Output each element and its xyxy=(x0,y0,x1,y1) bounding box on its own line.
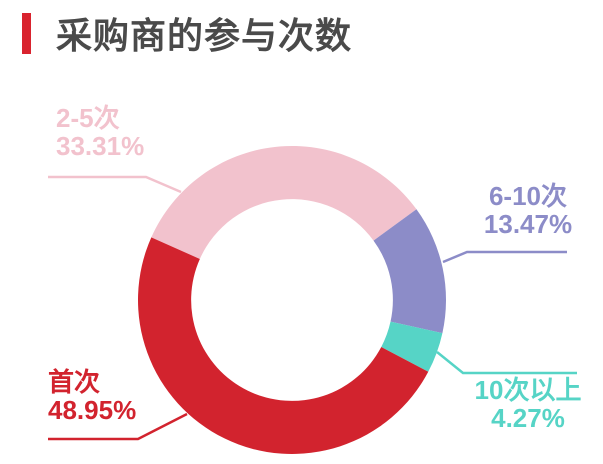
chart-header: 采购商的参与次数 xyxy=(22,7,352,59)
segment-percentage: 48.95% xyxy=(48,395,137,425)
donut-segment-首次[interactable] xyxy=(138,237,429,454)
segment-percentage: 33.31% xyxy=(56,131,145,161)
label-first-time: 首次 48.95% xyxy=(48,368,136,424)
label-2-5-times: 2-5次 33.31% xyxy=(56,104,144,160)
label-6-10-times: 6-10次 13.47% xyxy=(448,182,603,238)
donut-segment-10次以上[interactable] xyxy=(381,321,443,372)
label-over-10-times: 10次以上 4.27% xyxy=(448,376,603,432)
segment-percentage: 4.27% xyxy=(491,403,565,433)
page-title: 采购商的参与次数 xyxy=(56,15,353,56)
donut-segment-6-10次[interactable] xyxy=(373,209,446,334)
donut-segment-2-5次[interactable] xyxy=(151,146,417,259)
title-accent-bar xyxy=(22,12,31,54)
leader-line-6-10-times xyxy=(442,250,567,264)
donut-segments-group xyxy=(138,146,446,454)
segment-percentage: 13.47% xyxy=(483,209,573,239)
segment-name: 2-5次 xyxy=(56,103,120,133)
leader-line-first-time xyxy=(48,412,188,441)
segment-name: 首次 xyxy=(48,367,101,397)
segment-name: 10次以上 xyxy=(474,375,582,405)
segment-name: 6-10次 xyxy=(488,181,568,211)
leader-line-2-5-times xyxy=(48,175,182,194)
leader-line-over-10-times xyxy=(436,351,577,375)
